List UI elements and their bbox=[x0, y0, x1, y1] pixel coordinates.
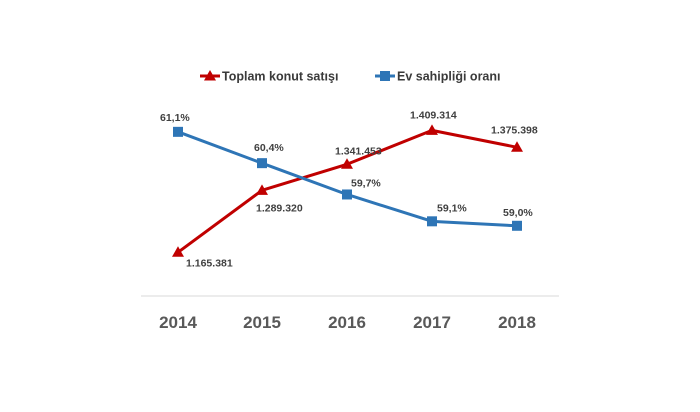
data-labels: 1.165.381 1.289.320 1.341.453 1.409.314 1.37… bbox=[160, 109, 538, 269]
legend-marker-ev-sahipligi-orani bbox=[380, 71, 390, 81]
data-point-ev-sahipligi-orani-2018 bbox=[512, 220, 522, 231]
x-tick-label-2014: 2014 bbox=[159, 313, 197, 332]
data-point-toplam-konut-satisi-2015 bbox=[256, 184, 268, 195]
x-tick-label-2018: 2018 bbox=[498, 313, 536, 332]
data-label-ev-sahipligi-orani-2017: 59,1% bbox=[437, 202, 467, 214]
legend-label-toplam-konut-satisi: Toplam konut satışı bbox=[222, 70, 338, 84]
series-layer bbox=[172, 124, 523, 257]
data-label-ev-sahipligi-orani-2018: 59,0% bbox=[503, 207, 533, 219]
data-point-ev-sahipligi-orani-2016 bbox=[342, 189, 352, 200]
x-tick-label-2017: 2017 bbox=[413, 313, 451, 332]
data-point-toplam-konut-satisi-2014 bbox=[172, 246, 184, 257]
legend-label-ev-sahipligi-orani: Ev sahipliği oranı bbox=[397, 70, 501, 84]
data-label-toplam-konut-satisi-2015: 1.289.320 bbox=[256, 202, 303, 214]
data-point-ev-sahipligi-orani-2015 bbox=[257, 158, 267, 169]
data-point-ev-sahipligi-orani-2014 bbox=[173, 126, 183, 137]
data-point-toplam-konut-satisi-2016 bbox=[341, 158, 353, 169]
data-label-ev-sahipligi-orani-2014: 61,1% bbox=[160, 112, 190, 124]
data-label-ev-sahipligi-orani-2015: 60,4% bbox=[254, 142, 284, 154]
data-point-toplam-konut-satisi-2018 bbox=[511, 141, 523, 152]
data-label-toplam-konut-satisi-2018: 1.375.398 bbox=[491, 124, 538, 136]
data-label-toplam-konut-satisi-2017: 1.409.314 bbox=[410, 109, 457, 121]
legend: Toplam konut satışı Ev sahipliği oranı bbox=[200, 70, 501, 84]
data-label-ev-sahipligi-orani-2016: 59,7% bbox=[351, 177, 381, 189]
data-point-toplam-konut-satisi-2017 bbox=[426, 124, 438, 135]
data-point-ev-sahipligi-orani-2017 bbox=[427, 216, 437, 227]
legend-marker-toplam-konut-satisi bbox=[204, 70, 216, 81]
x-tick-label-2016: 2016 bbox=[328, 313, 366, 332]
x-axis-ticks: 2014 2015 2016 2017 2018 bbox=[159, 313, 536, 332]
data-label-toplam-konut-satisi-2014: 1.165.381 bbox=[186, 257, 233, 269]
data-label-toplam-konut-satisi-2016: 1.341.453 bbox=[335, 145, 382, 157]
x-tick-label-2015: 2015 bbox=[243, 313, 281, 332]
